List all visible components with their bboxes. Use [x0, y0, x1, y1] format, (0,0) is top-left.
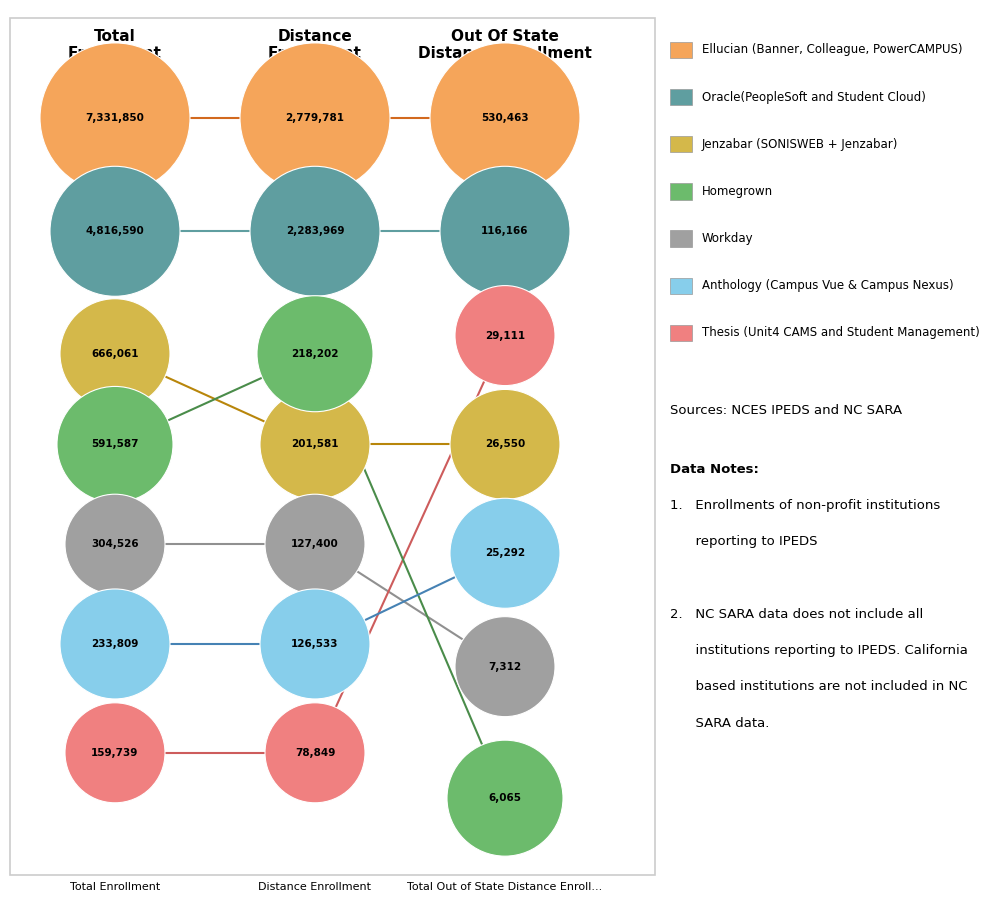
Ellipse shape	[40, 43, 190, 193]
Text: Sources: NCES IPEDS and NC SARA: Sources: NCES IPEDS and NC SARA	[670, 404, 902, 416]
Text: 218,202: 218,202	[291, 348, 339, 359]
Text: 6,065: 6,065	[488, 793, 522, 804]
Ellipse shape	[60, 298, 170, 409]
Text: 26,550: 26,550	[485, 439, 525, 450]
FancyBboxPatch shape	[670, 230, 692, 247]
Text: 530,463: 530,463	[481, 112, 529, 123]
Ellipse shape	[250, 166, 380, 297]
FancyBboxPatch shape	[670, 278, 692, 294]
FancyBboxPatch shape	[670, 42, 692, 58]
Text: Total
Enrollment: Total Enrollment	[68, 29, 162, 62]
Text: 127,400: 127,400	[291, 539, 339, 550]
Ellipse shape	[430, 43, 580, 193]
Text: 4,816,590: 4,816,590	[86, 226, 144, 237]
Text: 78,849: 78,849	[295, 747, 335, 758]
Ellipse shape	[60, 589, 170, 699]
Ellipse shape	[65, 494, 165, 594]
Ellipse shape	[447, 740, 563, 856]
FancyBboxPatch shape	[670, 325, 692, 341]
Text: Total Out of State Distance Enroll...: Total Out of State Distance Enroll...	[407, 882, 603, 892]
Text: Jenzabar (SONISWEB + Jenzabar): Jenzabar (SONISWEB + Jenzabar)	[702, 138, 898, 151]
Ellipse shape	[260, 389, 370, 500]
Text: 591,587: 591,587	[91, 439, 139, 450]
Text: Ellucian (Banner, Colleague, PowerCAMPUS): Ellucian (Banner, Colleague, PowerCAMPUS…	[702, 44, 963, 56]
Text: Workday: Workday	[702, 232, 754, 245]
Text: Anthology (Campus Vue & Campus Nexus): Anthology (Campus Vue & Campus Nexus)	[702, 279, 954, 292]
Text: based institutions are not included in NC: based institutions are not included in N…	[670, 680, 968, 693]
Text: Out Of State
Distance Enrollment: Out Of State Distance Enrollment	[418, 29, 592, 62]
Text: 201,581: 201,581	[291, 439, 339, 450]
Text: Thesis (Unit4 CAMS and Student Management): Thesis (Unit4 CAMS and Student Managemen…	[702, 327, 980, 339]
FancyBboxPatch shape	[670, 183, 692, 200]
Text: 2,283,969: 2,283,969	[286, 226, 344, 237]
Text: 29,111: 29,111	[485, 330, 525, 341]
Text: Distance
Enrollment: Distance Enrollment	[268, 29, 362, 62]
Ellipse shape	[455, 286, 555, 385]
Text: reporting to IPEDS: reporting to IPEDS	[670, 535, 818, 548]
Ellipse shape	[440, 166, 570, 297]
Text: 159,739: 159,739	[91, 747, 139, 758]
Text: 666,061: 666,061	[91, 348, 139, 359]
Text: institutions reporting to IPEDS. California: institutions reporting to IPEDS. Califor…	[670, 644, 968, 657]
Text: Total Enrollment: Total Enrollment	[70, 882, 160, 892]
Ellipse shape	[240, 43, 390, 193]
Text: Distance Enrollment: Distance Enrollment	[258, 882, 372, 892]
Text: 2,779,781: 2,779,781	[286, 112, 344, 123]
Text: 7,331,850: 7,331,850	[86, 112, 144, 123]
Ellipse shape	[260, 589, 370, 699]
Text: 116,166: 116,166	[481, 226, 529, 237]
Text: Oracle(PeopleSoft and Student Cloud): Oracle(PeopleSoft and Student Cloud)	[702, 91, 926, 103]
Text: Homegrown: Homegrown	[702, 185, 773, 198]
FancyBboxPatch shape	[670, 136, 692, 152]
Text: Data Notes:: Data Notes:	[670, 463, 759, 475]
Text: SARA data.: SARA data.	[670, 717, 769, 729]
Ellipse shape	[57, 386, 173, 502]
Text: 304,526: 304,526	[91, 539, 139, 550]
Text: 233,809: 233,809	[91, 639, 139, 649]
Ellipse shape	[257, 296, 373, 412]
Ellipse shape	[65, 703, 165, 803]
Text: 7,312: 7,312	[488, 661, 522, 672]
Ellipse shape	[50, 166, 180, 297]
Text: 126,533: 126,533	[291, 639, 339, 649]
Ellipse shape	[265, 703, 365, 803]
Ellipse shape	[450, 389, 560, 500]
Text: 25,292: 25,292	[485, 548, 525, 559]
FancyBboxPatch shape	[670, 89, 692, 105]
Text: 1.   Enrollments of non-profit institutions: 1. Enrollments of non-profit institution…	[670, 499, 940, 512]
Text: 2.   NC SARA data does not include all: 2. NC SARA data does not include all	[670, 608, 923, 620]
Ellipse shape	[455, 617, 555, 717]
Ellipse shape	[265, 494, 365, 594]
Ellipse shape	[450, 498, 560, 609]
